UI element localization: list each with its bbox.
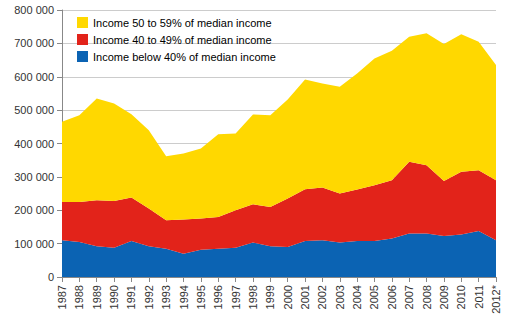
svg-text:1988: 1988 <box>73 285 85 309</box>
svg-text:2008: 2008 <box>421 285 433 309</box>
svg-text:1998: 1998 <box>247 285 259 309</box>
svg-text:Income 40 to 49% of median inc: Income 40 to 49% of median income <box>93 34 272 46</box>
svg-text:2000: 2000 <box>282 285 294 309</box>
svg-text:2011: 2011 <box>473 285 485 309</box>
svg-text:2006: 2006 <box>386 285 398 309</box>
svg-text:1989: 1989 <box>91 285 103 309</box>
svg-text:2012*: 2012* <box>490 284 502 313</box>
svg-text:2003: 2003 <box>334 285 346 309</box>
svg-text:100 000: 100 000 <box>14 238 54 250</box>
svg-text:1999: 1999 <box>264 285 276 309</box>
svg-text:1996: 1996 <box>212 285 224 309</box>
svg-text:1993: 1993 <box>160 285 172 309</box>
svg-text:600 000: 600 000 <box>14 71 54 83</box>
svg-text:1990: 1990 <box>108 285 120 309</box>
svg-text:400 000: 400 000 <box>14 138 54 150</box>
svg-text:200 000: 200 000 <box>14 204 54 216</box>
svg-text:2005: 2005 <box>368 285 380 309</box>
svg-text:1997: 1997 <box>230 285 242 309</box>
svg-text:0: 0 <box>48 271 54 283</box>
svg-text:2001: 2001 <box>299 285 311 309</box>
svg-text:700 000: 700 000 <box>14 37 54 49</box>
svg-text:1991: 1991 <box>125 285 137 309</box>
svg-text:2007: 2007 <box>403 285 415 309</box>
svg-text:2010: 2010 <box>455 285 467 309</box>
svg-text:Income 50 to 59% of median inc: Income 50 to 59% of median income <box>93 17 272 29</box>
svg-text:1992: 1992 <box>143 285 155 309</box>
svg-text:500 000: 500 000 <box>14 104 54 116</box>
svg-text:1987: 1987 <box>56 285 68 309</box>
svg-text:2009: 2009 <box>438 285 450 309</box>
svg-text:2004: 2004 <box>351 285 363 309</box>
svg-text:1995: 1995 <box>195 285 207 309</box>
svg-text:800 000: 800 000 <box>14 4 54 16</box>
svg-text:Income below 40% of median inc: Income below 40% of median income <box>93 51 276 63</box>
svg-text:2002: 2002 <box>316 285 328 309</box>
svg-text:300 000: 300 000 <box>14 171 54 183</box>
svg-text:1994: 1994 <box>178 285 190 309</box>
